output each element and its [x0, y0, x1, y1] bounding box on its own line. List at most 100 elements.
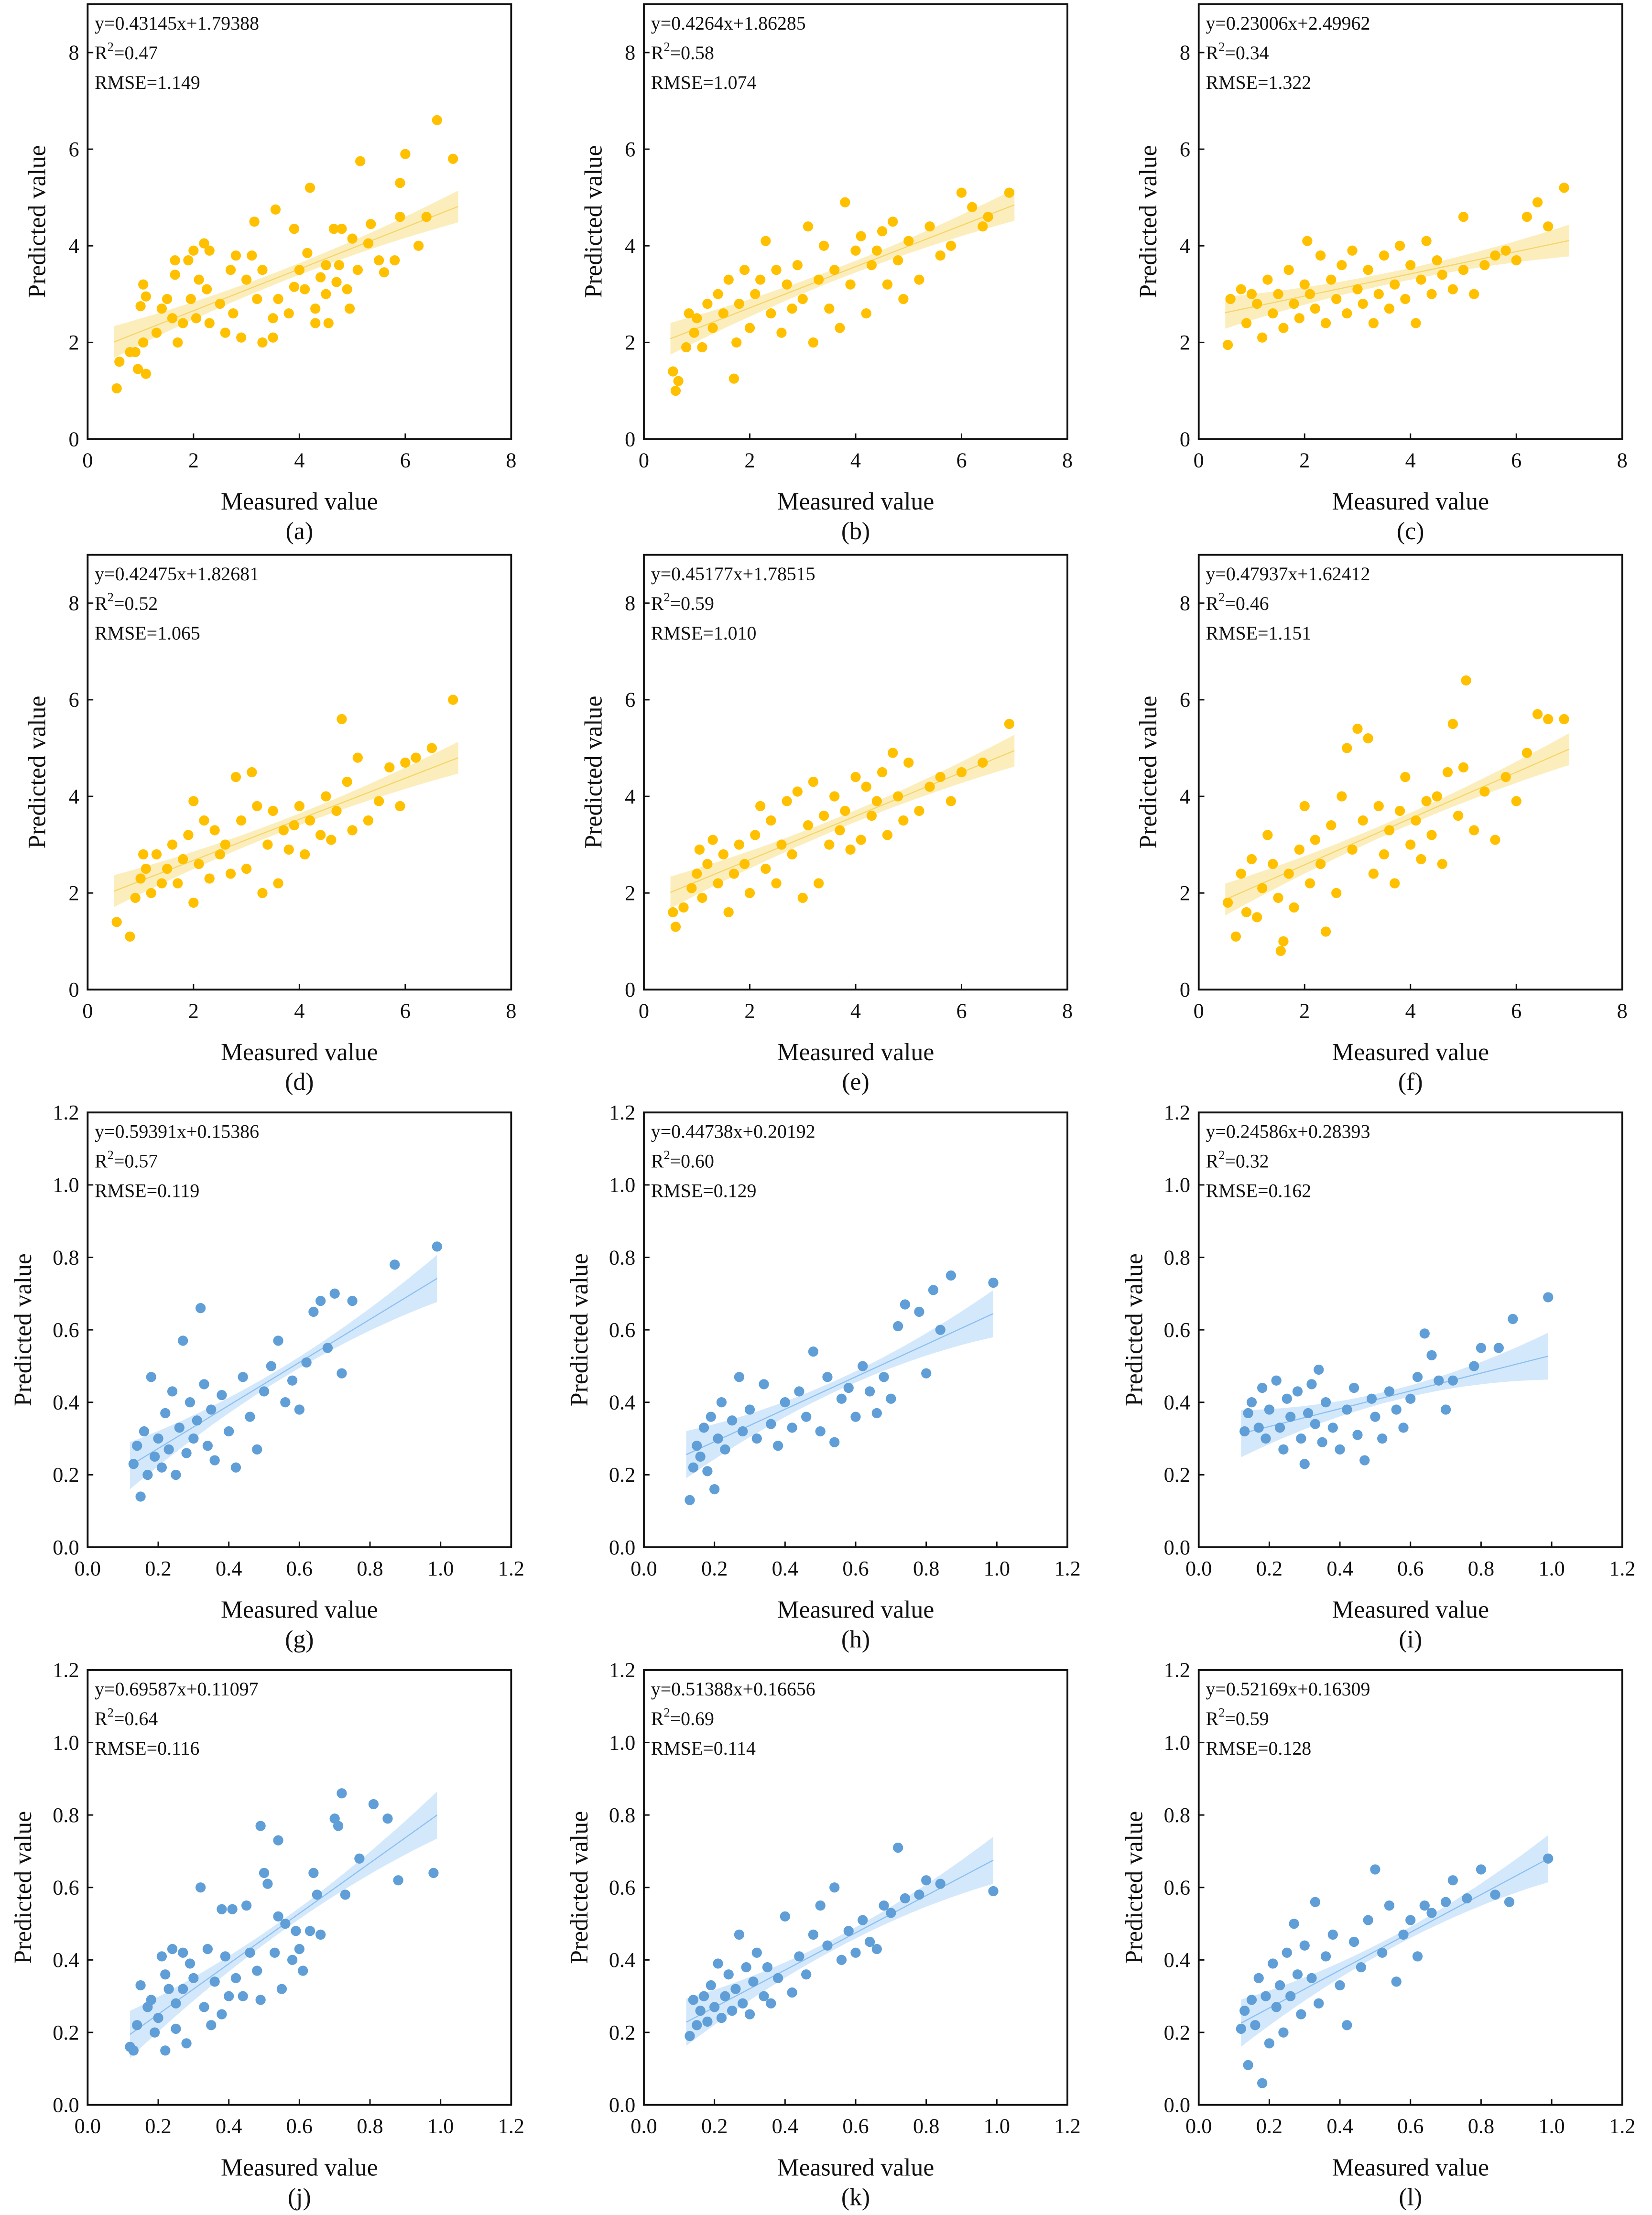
data-point: [146, 1995, 156, 2005]
data-point: [935, 771, 946, 782]
data-point: [814, 878, 824, 889]
y-tick-label: 1.0: [609, 1731, 635, 1754]
regression-line: [1225, 748, 1570, 901]
data-point: [1453, 810, 1464, 821]
data-point: [877, 767, 888, 778]
data-point: [914, 805, 924, 816]
data-point: [1326, 820, 1337, 831]
rmse-annotation: RMSE=1.149: [95, 72, 200, 93]
data-point: [692, 2020, 702, 2030]
data-point: [1257, 332, 1268, 343]
data-point: [337, 1368, 347, 1379]
data-point: [151, 849, 162, 860]
data-point: [1294, 313, 1304, 324]
data-point: [983, 212, 993, 222]
data-point: [695, 2006, 706, 2016]
data-point: [326, 835, 337, 845]
data-point: [266, 1361, 276, 1371]
r2-symbol: R: [651, 1151, 664, 1172]
data-point: [294, 1944, 304, 1954]
r2-value: =0.57: [114, 1151, 158, 1172]
regression-line: [686, 1313, 994, 1455]
data-point: [1358, 298, 1368, 309]
data-point: [1377, 1433, 1388, 1444]
data-point: [1462, 1893, 1472, 1904]
rmse-annotation: RMSE=0.162: [1206, 1180, 1311, 1202]
data-point: [1310, 1419, 1321, 1429]
rmse-annotation: RMSE=0.129: [651, 1180, 757, 1202]
scatter-panel: 0.0 0.2 0.4 0.6 0.8 1.0 1.2 0.0 0.2 0.4 0.6 0.8 1.0 1…: [1121, 1659, 1636, 2211]
data-point: [188, 1973, 199, 1984]
data-point: [692, 313, 702, 324]
y-tick-label: 8: [68, 41, 79, 65]
data-point: [192, 1415, 202, 1426]
data-point: [160, 1408, 171, 1419]
x-axis-label: Measured value: [777, 1039, 935, 1066]
data-point: [803, 221, 814, 232]
data-point: [1326, 274, 1337, 285]
data-point: [142, 1469, 153, 1480]
y-tick-label: 6: [68, 138, 79, 161]
data-point: [1432, 791, 1442, 802]
data-point: [1299, 1940, 1310, 1951]
data-point: [146, 1372, 156, 1382]
data-point: [713, 878, 723, 889]
data-point: [845, 279, 856, 290]
data-point: [864, 1386, 875, 1397]
data-point: [167, 313, 178, 324]
data-point: [363, 238, 374, 249]
y-tick-label: 0.8: [609, 1246, 635, 1269]
y-axis-label: Predicted value: [566, 1811, 593, 1964]
data-point: [730, 1984, 741, 1994]
scatter-panel: 0.0 0.2 0.4 0.6 0.8 1.0 1.2 0.0 0.2 0.4 0.6 0.8 1.0 1…: [566, 1101, 1081, 1653]
data-point: [728, 869, 739, 879]
data-point: [858, 1915, 868, 1925]
data-point: [668, 907, 678, 918]
data-point: [149, 2027, 160, 2038]
rmse-annotation: RMSE=1.151: [1206, 622, 1311, 644]
data-point: [1317, 1437, 1327, 1447]
y-tick-label: 1.0: [53, 1731, 79, 1754]
data-point: [114, 357, 125, 367]
y-tick-label: 0.2: [1164, 2021, 1190, 2044]
data-point: [331, 277, 342, 287]
regression-line: [130, 1278, 437, 1466]
data-point: [1363, 265, 1373, 275]
data-point: [914, 274, 924, 285]
data-point: [892, 255, 903, 266]
data-point: [1337, 260, 1347, 271]
data-point: [173, 337, 183, 348]
data-point: [935, 250, 946, 261]
y-tick-label: 6: [625, 138, 635, 161]
data-point: [1299, 801, 1310, 812]
data-point: [903, 236, 914, 246]
y-tick-label: 1.0: [1164, 1731, 1190, 1754]
data-point: [702, 2016, 713, 2027]
data-point: [1522, 748, 1532, 758]
data-point: [776, 327, 787, 338]
data-point: [299, 284, 310, 294]
data-point: [946, 240, 956, 251]
data-point: [329, 1288, 340, 1299]
data-point: [294, 1404, 304, 1415]
data-point: [903, 757, 914, 768]
data-point: [194, 858, 204, 869]
y-axis-label: Predicted value: [10, 1811, 37, 1964]
data-point: [153, 2013, 163, 2023]
r2-value: =0.32: [1225, 1151, 1269, 1172]
x-tick-label: 6: [400, 449, 411, 472]
data-point: [170, 255, 180, 266]
data-point: [400, 149, 411, 159]
data-point: [946, 1270, 956, 1281]
data-point: [1368, 318, 1379, 328]
data-point: [1299, 1459, 1310, 1469]
data-point: [321, 791, 331, 802]
r2-superscript: 2: [663, 1705, 670, 1719]
axes-frame: [1197, 554, 1623, 991]
data-point: [1239, 1426, 1250, 1437]
r2-symbol: R: [651, 1708, 664, 1729]
data-point: [1004, 187, 1014, 198]
data-point: [1352, 1430, 1363, 1440]
data-point: [337, 1788, 347, 1799]
data-point: [1394, 805, 1405, 816]
